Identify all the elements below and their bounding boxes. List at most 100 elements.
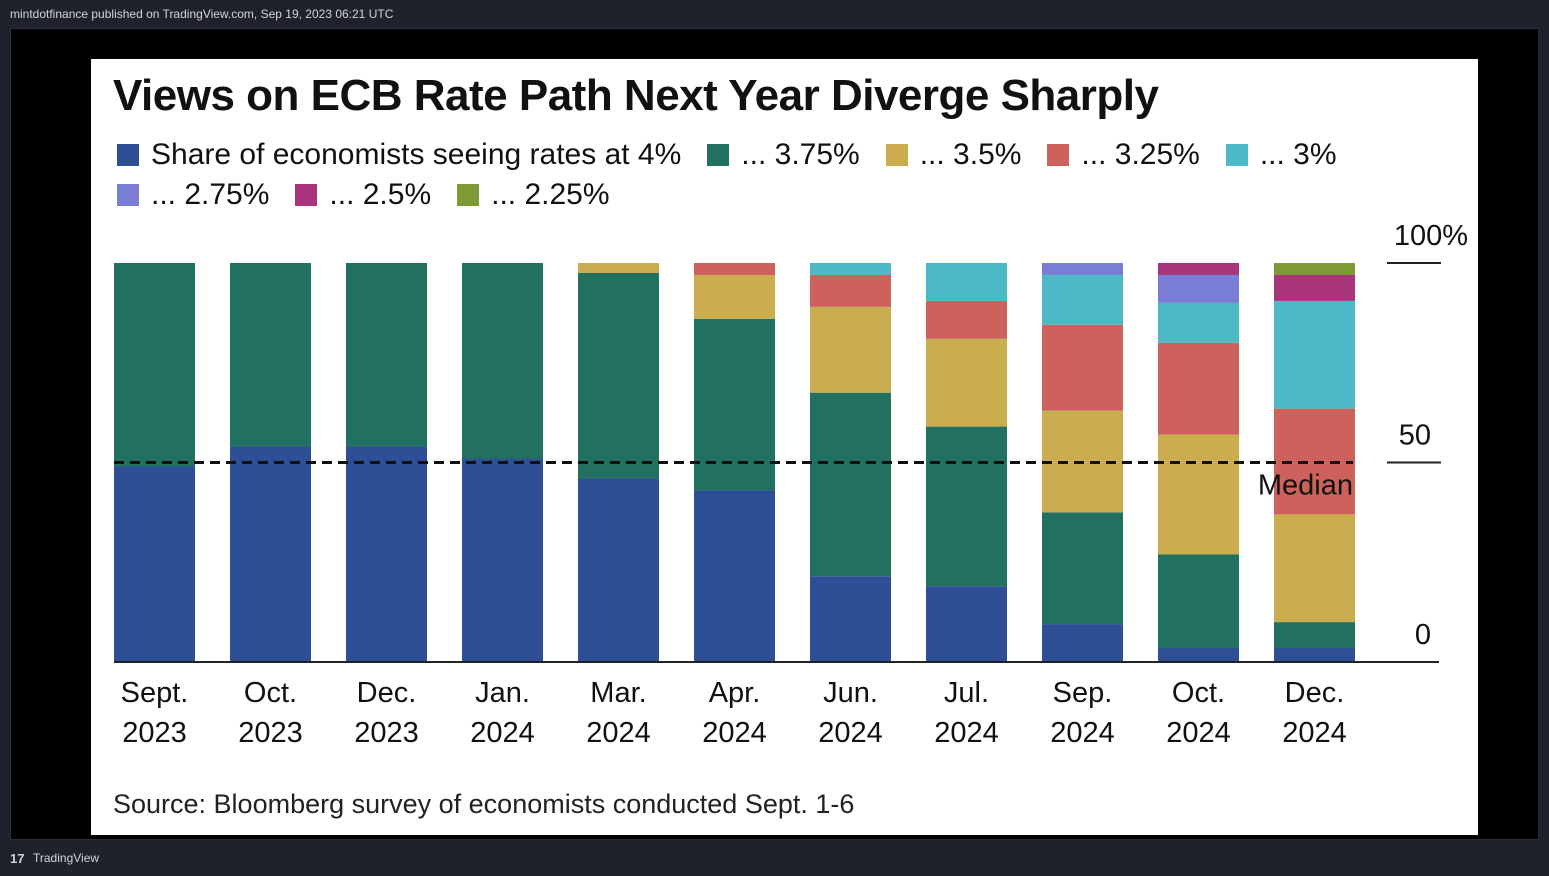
y-tick-label: 50 — [1399, 420, 1431, 452]
bar-segment — [230, 446, 311, 662]
bar-segment — [810, 306, 891, 393]
chart-frame: Views on ECB Rate Path Next Year Diverge… — [10, 28, 1539, 840]
bar-segment — [1158, 648, 1239, 662]
legend-item: ... 2.25% — [457, 177, 610, 213]
legend-item: ... 2.75% — [117, 177, 269, 213]
bar-segment — [810, 576, 891, 662]
chart-card: Views on ECB Rate Path Next Year Diverge… — [91, 59, 1478, 835]
legend-label: ... 3.25% — [1081, 138, 1200, 171]
legend-swatch — [707, 144, 730, 166]
bar-segment — [926, 338, 1007, 427]
bar-segment — [462, 263, 543, 459]
legend-swatch — [457, 184, 480, 206]
bar-segment — [230, 263, 311, 447]
legend-item: ... 3.75% — [707, 137, 860, 173]
x-tick-label: Dec. — [357, 677, 417, 709]
x-tick-label: Sep. — [1053, 677, 1113, 709]
legend-label: ... 3.75% — [741, 138, 860, 171]
legend-label: ... 3.5% — [919, 138, 1022, 171]
x-tick-label: Mar. — [590, 677, 646, 709]
x-tick-label: Jan. — [475, 677, 530, 709]
bar-segment — [462, 458, 543, 662]
x-tick-label: 2023 — [354, 717, 419, 749]
bar-segment — [1274, 274, 1355, 301]
bar-segment — [1274, 263, 1355, 275]
bar-segment — [578, 263, 659, 273]
y-tick-label: 0 — [1415, 619, 1431, 651]
legend-swatch — [295, 184, 318, 206]
bar-segment — [810, 263, 891, 275]
bar-segment — [346, 446, 427, 662]
publish-bar: mintdotfinance published on TradingView.… — [0, 0, 1549, 28]
bar-segment — [1158, 554, 1239, 649]
x-tick-label: Oct. — [1172, 677, 1225, 709]
bar-segment — [694, 318, 775, 491]
publish-info: mintdotfinance published on TradingView.… — [10, 7, 394, 21]
bar-segment — [114, 263, 195, 467]
x-tick-label: Dec. — [1285, 677, 1345, 709]
bar-segment — [1042, 512, 1123, 625]
tradingview-brand[interactable]: TradingView — [33, 851, 100, 865]
legend-swatch — [1047, 144, 1070, 166]
x-tick-label: 2024 — [1050, 717, 1115, 749]
bar-segment — [1274, 648, 1355, 662]
x-tick-label: Jul. — [944, 677, 989, 709]
bar-segment — [694, 274, 775, 319]
bar-segment — [1042, 263, 1123, 275]
stacked-bar-chart: Sept. 2023 Oct. 2023 Dec. 2023 Jan. 2024 Mar. 202… — [114, 220, 1468, 749]
legend-item: Share of economists seeing rates at 4% — [117, 137, 681, 173]
x-tick-label: Apr. — [709, 677, 761, 709]
bar-segment — [578, 478, 659, 662]
legend-row: Share of economists seeing rates at 4%..… — [117, 137, 1417, 177]
legend-swatch — [1225, 144, 1248, 166]
legend-swatch — [885, 144, 908, 166]
bar-segment — [1158, 274, 1239, 303]
tradingview-logo-icon[interactable]: 17 — [10, 851, 25, 866]
chart-title: Views on ECB Rate Path Next Year Diverge… — [113, 71, 1159, 120]
bar-segment — [1158, 263, 1239, 275]
x-tick-label: 2024 — [1282, 717, 1347, 749]
bar-segment — [1042, 624, 1123, 662]
legend-row: ... 2.75% ... 2.5% ... 2.25% — [117, 177, 1417, 217]
bar-segment — [694, 263, 775, 275]
x-tick-label: 2024 — [702, 717, 767, 749]
x-tick-label: Oct. — [244, 677, 297, 709]
x-tick-label: Jun. — [823, 677, 878, 709]
bar-segment — [1158, 434, 1239, 555]
legend-item: ... 3% — [1225, 137, 1337, 173]
bar-segment — [1158, 342, 1239, 435]
bar-segment — [1274, 514, 1355, 623]
legend-swatch — [117, 144, 139, 166]
bar-segment — [346, 263, 427, 447]
legend-label: ... 3% — [1259, 138, 1337, 171]
bar-segment — [810, 274, 891, 307]
bar-segment — [926, 263, 1007, 301]
footer-bar: 17 TradingView — [0, 844, 1549, 876]
bar-segment — [926, 586, 1007, 662]
y-tick-label: 100% — [1394, 220, 1468, 252]
bar-segment — [1042, 324, 1123, 411]
bar-segment — [926, 300, 1007, 339]
bar-segment — [694, 490, 775, 662]
x-tick-label: 2024 — [818, 717, 883, 749]
bar-segment — [1158, 302, 1239, 343]
legend: Share of economists seeing rates at 4%..… — [117, 137, 1417, 217]
bar-segment — [1042, 274, 1123, 325]
legend-label: ... 2.25% — [491, 178, 610, 211]
median-label: Median — [1258, 470, 1353, 502]
legend-item: ... 2.5% — [295, 177, 431, 213]
bar-segment — [114, 466, 195, 662]
bar-segment — [926, 426, 1007, 587]
x-tick-label: Sept. — [121, 677, 189, 709]
x-tick-label: 2024 — [1166, 717, 1231, 749]
bar-segment — [1274, 300, 1355, 409]
bar-segment — [578, 272, 659, 479]
x-tick-label: 2023 — [238, 717, 303, 749]
x-tick-label: 2024 — [586, 717, 651, 749]
legend-label: ... 2.75% — [151, 178, 270, 211]
legend-item: ... 3.25% — [1047, 137, 1200, 173]
bar-segment — [810, 392, 891, 577]
bar-segment — [1274, 622, 1355, 649]
x-tick-label: 2024 — [934, 717, 999, 749]
legend-swatch — [117, 184, 139, 206]
